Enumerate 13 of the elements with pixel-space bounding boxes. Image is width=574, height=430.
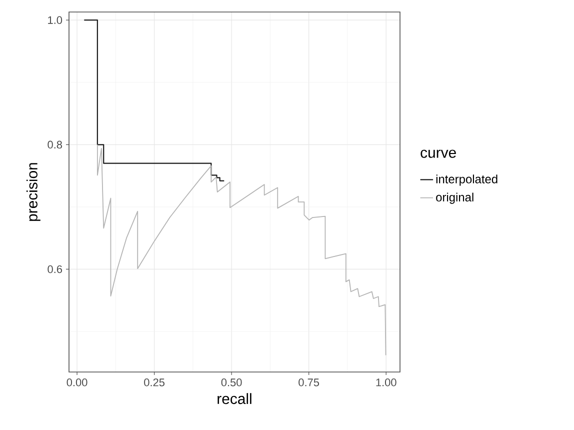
x-tick-label: 0.25 [144, 378, 164, 386]
x-axis-title: recall [218, 393, 252, 404]
legend-title: curve [420, 150, 456, 158]
legend-label: original [436, 192, 474, 204]
x-tick-label: 0.00 [66, 378, 88, 386]
y-tick-label: 1.0 [48, 16, 62, 24]
x-tick-label: 1.00 [376, 378, 396, 386]
legend-label: interpolated [436, 174, 498, 186]
y-axis-title: precision [26, 163, 40, 221]
y-tick-label: 0.6 [48, 265, 62, 274]
y-tick-label: 0.8 [48, 140, 62, 149]
x-tick-label: 0.75 [298, 378, 320, 386]
x-tick-label: 0.50 [221, 378, 242, 386]
